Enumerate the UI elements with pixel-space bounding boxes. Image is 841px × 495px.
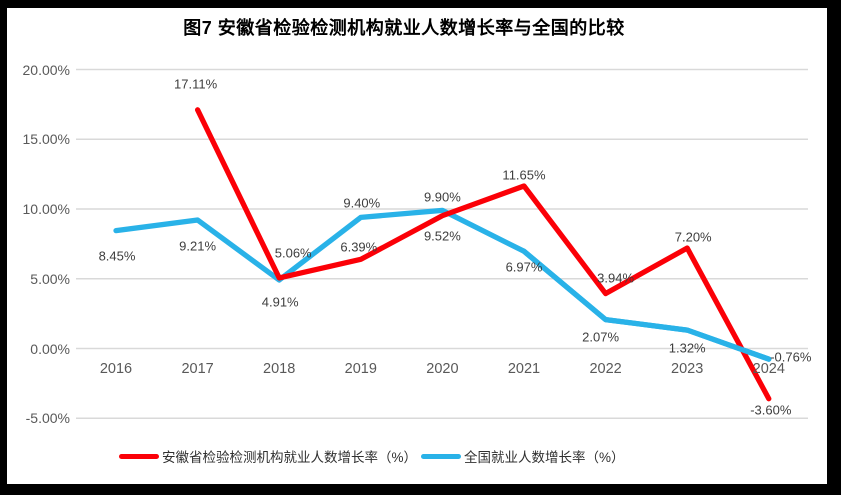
y-tick-label: 20.00%: [22, 61, 70, 78]
chart-legend: 安徽省检验检测机构就业人数增长率（%） 全国就业人数增长率（%）: [119, 446, 625, 466]
data-label-anhui-2023: 7.20%: [674, 229, 712, 245]
legend-label: 安徽省检验检测机构就业人数增长率（%）: [162, 450, 418, 465]
legend-label: 全国就业人数增长率（%）: [464, 450, 625, 465]
x-tick-label: 2017: [181, 361, 214, 377]
data-label-anhui-2021: 11.65%: [502, 167, 546, 183]
legend-line-swatch: [119, 453, 159, 459]
x-tick-label: 2020: [426, 361, 459, 377]
y-tick-label: 0.00%: [30, 340, 70, 357]
data-label-national-2020: 9.90%: [423, 189, 461, 205]
line-plot: [76, 68, 808, 419]
data-label-national-2019: 9.40%: [343, 195, 381, 211]
chart-title: 图7 安徽省检验检测机构就业人数增长率与全国的比较: [183, 18, 625, 38]
legend-entry-anhui: 安徽省检验检测机构就业人数增长率（%）: [119, 446, 417, 466]
x-tick-label: 2022: [589, 361, 622, 377]
chart-area: 图7 安徽省检验检测机构就业人数增长率与全国的比较 20.00% 15.00% 10…: [7, 8, 827, 484]
x-tick-label: 2018: [263, 361, 296, 377]
x-tick-label: 2016: [99, 361, 133, 377]
data-label-national-2024: -0.76%: [770, 349, 812, 365]
data-label-anhui-2024: -3.60%: [750, 402, 792, 418]
y-tick-label: 5.00%: [30, 270, 70, 287]
legend-entry-national: 全国就业人数增长率（%）: [421, 446, 625, 466]
x-tick-label: 2019: [344, 361, 377, 377]
x-tick-label: 2024: [752, 361, 785, 377]
x-tick-label: 2023: [671, 361, 704, 377]
data-label-national-2018: 4.91%: [261, 294, 299, 310]
y-tick-label: 15.00%: [22, 131, 70, 148]
data-label-national-2021: 6.97%: [505, 259, 543, 275]
data-label-anhui-2022: 3.94%: [597, 270, 635, 286]
data-label-national-2023: 1.32%: [668, 340, 706, 356]
data-label-anhui-2020: 9.52%: [423, 228, 461, 244]
data-label-anhui-2018: 5.06%: [274, 245, 312, 261]
data-label-national-2022: 2.07%: [582, 329, 620, 345]
x-tick-label: 2021: [507, 361, 541, 377]
series-line-national-tail-overlay: [521, 248, 772, 362]
data-label-national-2016: 8.45%: [98, 248, 136, 264]
legend-line-swatch: [421, 453, 462, 459]
data-label-national-2017: 9.21%: [179, 238, 217, 254]
data-label-anhui-2017: 17.11%: [174, 76, 218, 92]
series-line-anhui: [194, 107, 772, 402]
y-tick-label: -5.00%: [25, 410, 70, 427]
y-tick-label: 10.00%: [22, 201, 70, 217]
data-label-anhui-2019: 6.39%: [340, 239, 378, 255]
